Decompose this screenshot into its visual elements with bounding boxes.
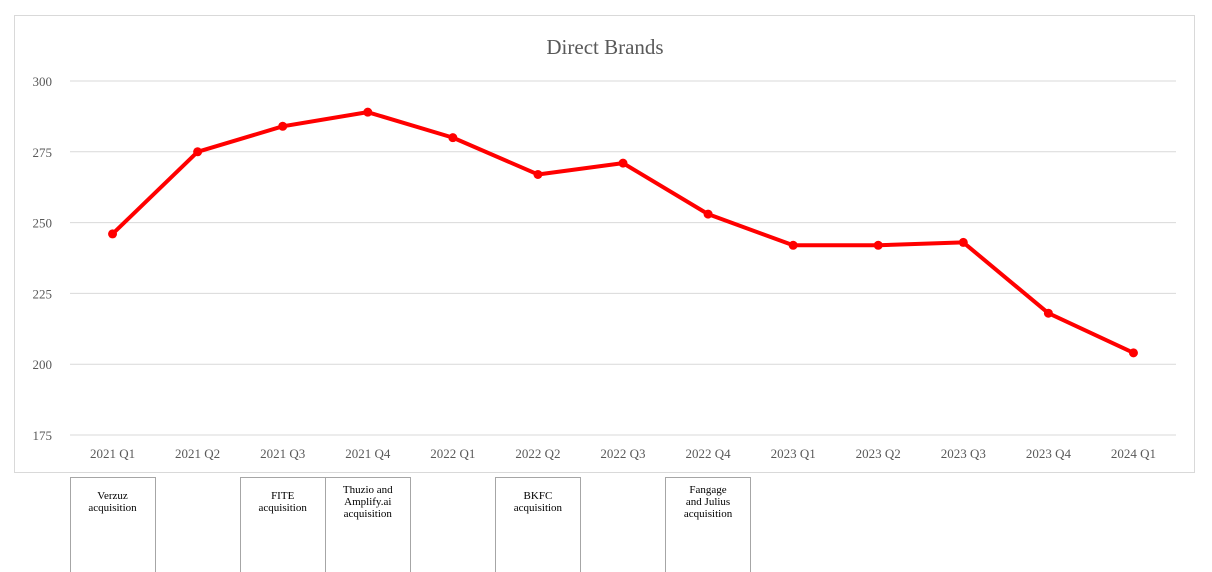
x-tick-label: 2021 Q2	[175, 446, 220, 461]
data-point	[1128, 348, 1138, 358]
chart-title: Direct Brands	[546, 35, 663, 59]
annotation-box: Fangage and Julius acquisition	[665, 477, 752, 572]
x-tick-label: 2021 Q3	[260, 446, 305, 461]
x-tick-label: 2022 Q4	[686, 446, 732, 461]
x-tick-label: 2023 Q2	[856, 446, 901, 461]
y-tick-label: 175	[33, 428, 53, 443]
data-point	[363, 107, 373, 117]
y-tick-label: 225	[33, 286, 53, 301]
data-point	[618, 158, 628, 168]
series-line	[110, 110, 1136, 355]
data-point	[703, 209, 713, 219]
x-tick-label: 2021 Q1	[90, 446, 135, 461]
x-tick-label: 2021 Q4	[345, 446, 391, 461]
y-tick-label: 200	[33, 357, 53, 372]
data-point	[533, 169, 543, 179]
x-tick-label: 2023 Q1	[771, 446, 816, 461]
data-point	[108, 229, 118, 239]
y-tick-label: 275	[33, 145, 53, 160]
data-point	[448, 133, 458, 143]
annotation-text: Verzuz acquisition	[88, 490, 137, 514]
data-point	[193, 147, 203, 157]
x-tick-label: 2023 Q4	[1026, 446, 1072, 461]
data-point	[873, 240, 883, 250]
x-tick-label: 2022 Q3	[600, 446, 645, 461]
x-tick-label: 2022 Q1	[430, 446, 475, 461]
annotation-box: Verzuz acquisition	[69, 477, 156, 572]
annotation-text: Thuzio and Amplify.ai acquisition	[342, 484, 393, 520]
annotation-text: BKFC acquisition	[513, 490, 563, 514]
annotation-box: FITE acquisition	[239, 477, 326, 572]
chart-frame	[14, 15, 1195, 473]
annotation-box: Thuzio and Amplify.ai acquisition	[324, 477, 411, 572]
annotation-text: FITE acquisition	[258, 490, 307, 514]
annotation-box: BKFC acquisition	[494, 477, 581, 572]
x-tick-label: 2024 Q1	[1111, 446, 1156, 461]
y-tick-label: 300	[33, 74, 53, 89]
x-tick-label: 2022 Q2	[515, 446, 560, 461]
data-point	[958, 237, 968, 247]
data-point	[1043, 308, 1053, 318]
data-point	[278, 121, 288, 131]
annotation-text: Fangage and Julius acquisition	[683, 484, 733, 520]
y-tick-label: 250	[33, 216, 53, 231]
x-tick-label: 2023 Q3	[941, 446, 986, 461]
data-point	[788, 240, 798, 250]
